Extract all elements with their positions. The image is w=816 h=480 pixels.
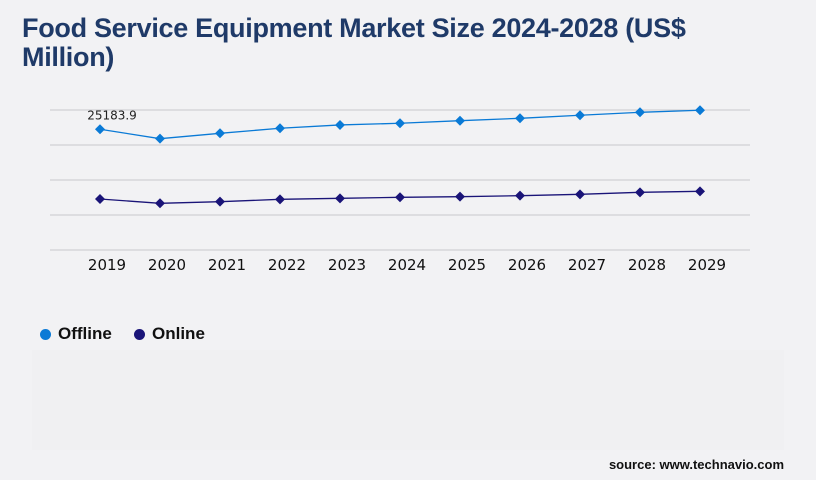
chart-title: Food Service Equipment Market Size 2024-…: [22, 13, 686, 72]
data-point-offline: [395, 118, 405, 129]
x-tick-label: 2023: [328, 256, 366, 274]
data-point-offline: [155, 133, 165, 144]
legend-marker-offline: [40, 328, 51, 340]
x-tick-label: 2019: [88, 256, 126, 274]
x-tick-label: 2025: [448, 256, 486, 274]
data-point-offline: [695, 105, 705, 116]
x-tick-label: 2020: [148, 256, 186, 274]
data-point-offline: [275, 123, 285, 134]
background-panel: [32, 350, 784, 450]
legend-label-online: Online: [152, 324, 205, 343]
data-point-offline: [575, 110, 585, 121]
data-point-online: [95, 193, 105, 204]
x-tick-label: 2028: [628, 256, 666, 274]
data-point-online: [335, 193, 345, 204]
legend-label-offline: Offline: [58, 324, 112, 343]
x-tick-label: 2029: [688, 256, 726, 274]
data-point-offline: [215, 128, 225, 139]
x-tick-label: 2027: [568, 256, 606, 274]
data-label: 25183.9: [87, 108, 137, 122]
legend-item-offline[interactable]: Offline: [40, 324, 112, 344]
data-point-online: [395, 192, 405, 203]
data-point-online: [695, 186, 705, 197]
x-tick-label: 2021: [208, 256, 246, 274]
data-point-offline: [95, 124, 105, 135]
data-point-offline: [335, 119, 345, 130]
data-point-online: [455, 191, 465, 202]
x-tick-label: 2024: [388, 256, 426, 274]
data-point-online: [275, 194, 285, 205]
legend-marker-online: [134, 328, 145, 340]
data-point-online: [635, 187, 645, 198]
data-point-online: [215, 196, 225, 207]
data-point-online: [155, 198, 165, 209]
legend-item-online[interactable]: Online: [134, 324, 205, 344]
data-point-online: [515, 190, 525, 201]
x-tick-label: 2026: [508, 256, 546, 274]
source-credit: source: www.technavio.com: [608, 457, 784, 472]
x-tick-label: 2022: [268, 256, 306, 274]
data-point-offline: [515, 113, 525, 124]
data-point-offline: [635, 107, 645, 118]
data-point-online: [575, 189, 585, 200]
data-point-offline: [455, 115, 465, 126]
